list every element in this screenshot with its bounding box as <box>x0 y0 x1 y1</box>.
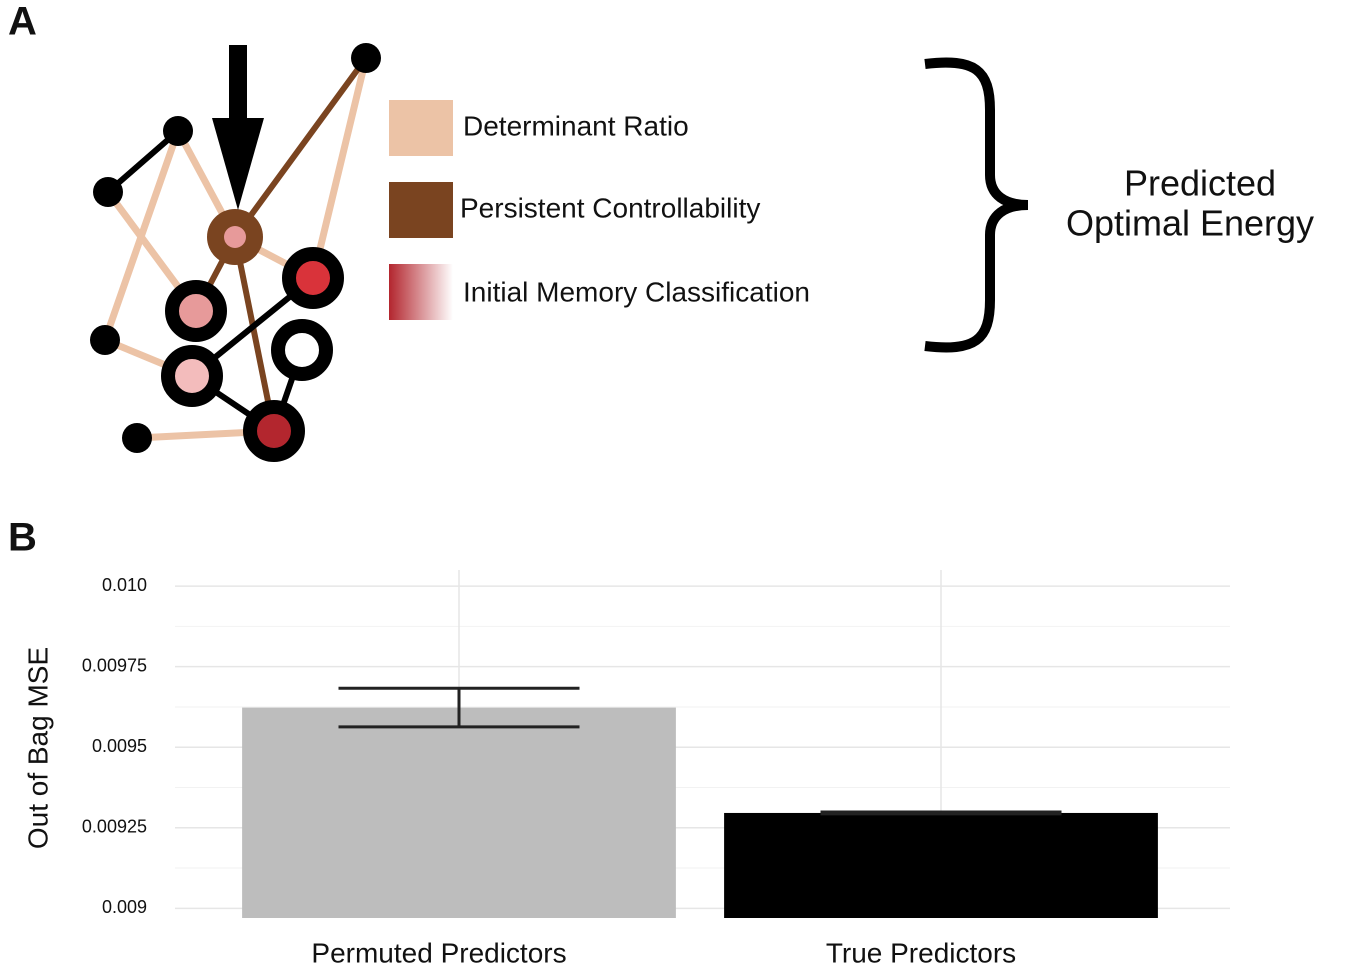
outcome-label: Predicted <box>1124 163 1276 204</box>
legend-swatch <box>389 264 453 320</box>
y-tick-label: 0.00975 <box>82 655 147 675</box>
legend-label: Initial Memory Classification <box>463 276 810 307</box>
brace <box>924 57 1029 353</box>
x-tick-label: Permuted Predictors <box>311 937 566 968</box>
legend-label: Persistent Controllability <box>460 192 760 223</box>
y-axis-title: Out of Bag MSE <box>22 647 53 849</box>
network-diagram <box>90 43 381 462</box>
error-bar <box>338 686 580 729</box>
error-bar <box>820 810 1062 816</box>
outcome-label: Optimal Energy <box>1066 203 1314 244</box>
y-tick-label: 0.00925 <box>82 817 147 837</box>
legend-label: Determinant Ratio <box>463 110 689 141</box>
y-tick-label: 0.010 <box>102 575 147 595</box>
x-tick-label: True Predictors <box>826 937 1016 968</box>
panel-label: B <box>8 516 37 560</box>
legend-swatch <box>389 100 453 156</box>
panel-label: A <box>8 0 37 44</box>
y-tick-label: 0.0095 <box>92 736 147 756</box>
y-tick-label: 0.009 <box>102 897 147 917</box>
legend-swatch <box>389 182 453 238</box>
bar <box>242 707 676 918</box>
bar <box>724 812 1158 918</box>
